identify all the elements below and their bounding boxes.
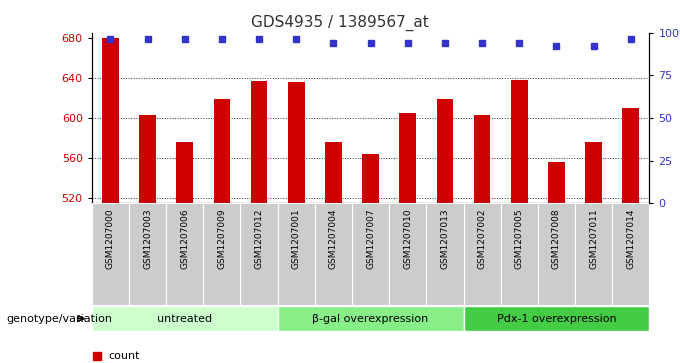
Text: GSM1207003: GSM1207003	[143, 208, 152, 269]
Text: GSM1207006: GSM1207006	[180, 208, 189, 269]
Text: GSM1207011: GSM1207011	[589, 208, 598, 269]
Bar	[92, 306, 277, 331]
Text: β-gal overexpression: β-gal overexpression	[313, 314, 428, 323]
Bar	[500, 203, 538, 305]
Bar	[548, 162, 565, 203]
Bar	[389, 203, 426, 305]
Bar	[241, 203, 277, 305]
Text: GSM1207012: GSM1207012	[254, 208, 264, 269]
Text: GSM1207002: GSM1207002	[477, 208, 487, 269]
Bar	[464, 203, 500, 305]
Bar	[464, 306, 649, 331]
Text: count: count	[109, 351, 140, 361]
Bar	[352, 203, 389, 305]
Text: GDS4935 / 1389567_at: GDS4935 / 1389567_at	[251, 15, 429, 31]
Bar	[277, 203, 315, 305]
Bar	[362, 154, 379, 203]
Text: GSM1207007: GSM1207007	[366, 208, 375, 269]
Bar	[585, 142, 602, 203]
Text: GSM1207014: GSM1207014	[626, 208, 635, 269]
Bar	[511, 80, 528, 203]
Bar	[102, 38, 119, 203]
Bar	[622, 108, 639, 203]
Bar	[129, 203, 166, 305]
Bar	[176, 142, 193, 203]
Bar	[251, 81, 267, 203]
Bar	[538, 203, 575, 305]
Text: GSM1207001: GSM1207001	[292, 208, 301, 269]
Text: Pdx-1 overexpression: Pdx-1 overexpression	[496, 314, 616, 323]
Text: GSM1207004: GSM1207004	[329, 208, 338, 269]
Text: GSM1207005: GSM1207005	[515, 208, 524, 269]
Bar	[474, 115, 490, 203]
Bar	[166, 203, 203, 305]
Bar	[139, 115, 156, 203]
Bar	[277, 306, 464, 331]
Bar	[575, 203, 612, 305]
Text: GSM1207010: GSM1207010	[403, 208, 412, 269]
Text: genotype/variation: genotype/variation	[7, 314, 113, 323]
Bar	[214, 99, 231, 203]
Bar	[612, 203, 649, 305]
Text: GSM1207000: GSM1207000	[106, 208, 115, 269]
Bar	[426, 203, 464, 305]
Bar	[437, 99, 454, 203]
Text: GSM1207009: GSM1207009	[218, 208, 226, 269]
Bar	[399, 113, 416, 203]
Text: GSM1207008: GSM1207008	[552, 208, 561, 269]
Bar	[288, 82, 305, 203]
Bar	[315, 203, 352, 305]
Text: untreated: untreated	[157, 314, 212, 323]
Text: GSM1207013: GSM1207013	[441, 208, 449, 269]
Bar	[325, 142, 342, 203]
Bar	[203, 203, 241, 305]
Bar	[92, 203, 129, 305]
